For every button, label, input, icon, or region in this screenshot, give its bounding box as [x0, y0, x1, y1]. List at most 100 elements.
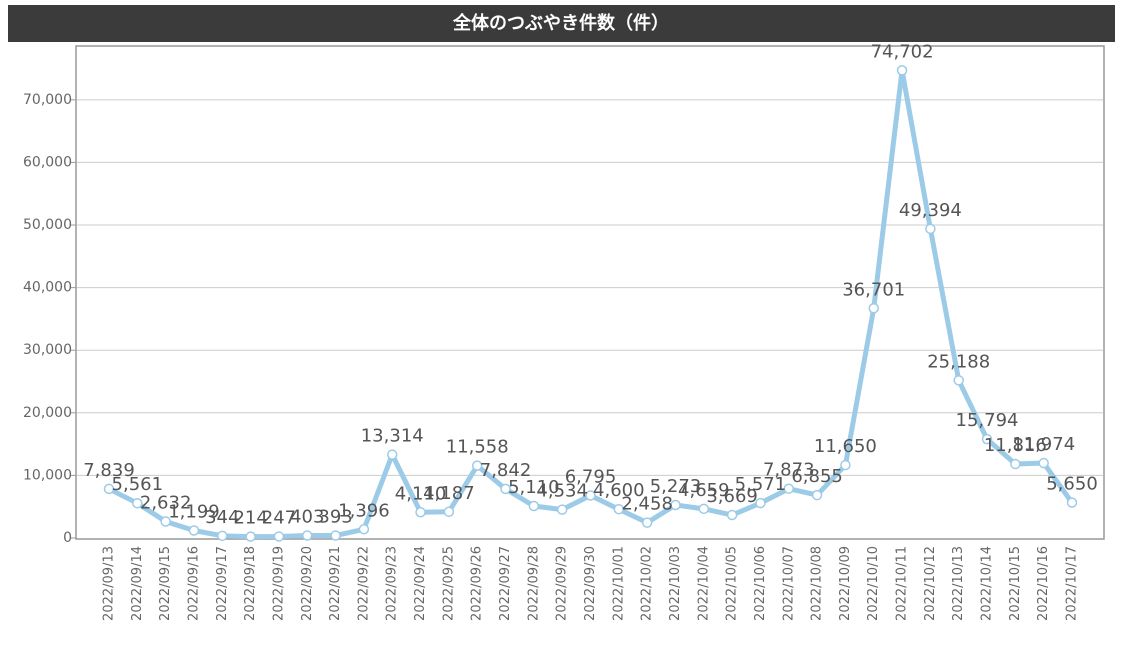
x-tick-label: 2022/10/04	[696, 546, 711, 621]
data-label: 7,873	[763, 460, 815, 481]
data-label: 4,659	[678, 480, 730, 501]
y-tick-label: 50,000	[23, 217, 72, 233]
data-label: 11,558	[446, 437, 509, 458]
point	[953, 375, 964, 386]
x-tick-label: 2022/09/20	[300, 546, 315, 621]
point	[160, 516, 171, 527]
point	[925, 223, 936, 235]
point	[471, 460, 483, 471]
x-tick-label: 2022/09/29	[555, 546, 570, 621]
point	[415, 507, 426, 518]
x-tick-label: 2022/10/13	[951, 546, 966, 621]
data-label: 7,842	[480, 460, 532, 481]
point	[443, 506, 455, 518]
x-tick-label: 2022/10/17	[1065, 546, 1080, 621]
point	[698, 503, 710, 515]
x-tick-label: 2022/09/19	[271, 546, 286, 621]
data-label: 4,600	[593, 480, 645, 501]
x-tick-label: 2022/10/16	[1036, 546, 1051, 621]
x-tick-label: 2022/09/21	[328, 546, 343, 621]
data-label: 1,199	[168, 501, 220, 522]
y-tick-label: 70,000	[23, 92, 72, 108]
point	[302, 530, 313, 541]
x-tick-label: 2022/09/25	[441, 546, 456, 621]
y-tick-label: 10,000	[23, 467, 72, 483]
x-tick-label: 2022/10/12	[923, 546, 938, 621]
point	[896, 65, 908, 76]
point	[330, 530, 341, 541]
title-bar	[8, 5, 1115, 42]
x-tick-label: 2022/10/14	[980, 546, 995, 621]
x-tick-label: 2022/09/15	[158, 546, 173, 621]
data-label: 11,974	[1012, 434, 1075, 455]
x-tick-label: 2022/09/26	[470, 546, 485, 621]
point	[386, 449, 398, 460]
data-label: 3,669	[706, 486, 758, 507]
x-tick-label: 2022/09/23	[385, 546, 400, 621]
x-tick-label: 2022/10/15	[1008, 546, 1023, 621]
data-label: 25,188	[927, 351, 990, 372]
data-label: 6,795	[565, 466, 617, 487]
x-tick-label: 2022/09/13	[102, 546, 117, 621]
point	[811, 489, 823, 501]
x-tick-label: 2022/10/09	[838, 546, 853, 621]
y-tick-label: 30,000	[23, 342, 72, 358]
data-label: 393	[318, 507, 352, 528]
point	[641, 517, 653, 528]
data-label: 1,396	[338, 500, 390, 521]
data-label: 6,855	[791, 466, 843, 487]
data-label: 5,650	[1046, 474, 1098, 495]
data-label: 13,314	[361, 426, 424, 447]
data-label: 4,110	[395, 483, 447, 504]
point	[585, 490, 596, 501]
point	[1066, 497, 1078, 508]
data-label: 2,458	[621, 494, 673, 515]
x-tick-label: 2022/10/10	[866, 546, 881, 621]
x-tick-label: 2022/10/03	[668, 546, 683, 621]
data-label: 4,534	[536, 481, 588, 502]
x-tick-label: 2022/10/02	[640, 546, 655, 621]
point	[500, 483, 511, 495]
x-tick-label: 2022/10/07	[781, 546, 796, 621]
point	[528, 500, 540, 512]
data-label: 4,187	[423, 483, 475, 504]
y-tick-label: 60,000	[23, 154, 72, 170]
x-tick-label: 2022/09/16	[186, 546, 201, 621]
x-tick-label: 2022/09/22	[356, 546, 371, 621]
point	[132, 497, 143, 509]
data-label: 5,561	[112, 474, 164, 495]
point	[556, 504, 568, 515]
data-label: 15,794	[956, 410, 1019, 431]
x-tick-label: 2022/09/14	[130, 546, 145, 621]
data-label: 74,702	[871, 41, 934, 62]
chart-title: 全体のつぶやき件数（件）	[452, 12, 669, 34]
point	[217, 530, 228, 542]
point	[613, 503, 625, 515]
y-tick-label: 40,000	[23, 280, 72, 296]
data-label: 36,701	[842, 279, 905, 300]
point	[1038, 457, 1049, 469]
data-label: 7,839	[83, 460, 135, 481]
x-tick-label: 2022/10/08	[810, 546, 825, 621]
data-label: 11,650	[814, 436, 877, 457]
x-tick-label: 2022/09/27	[498, 546, 513, 621]
data-label: 247	[262, 507, 296, 528]
point	[1010, 458, 1021, 470]
x-tick-label: 2022/09/30	[583, 546, 598, 621]
point	[670, 499, 681, 511]
data-label: 5,571	[735, 474, 787, 495]
x-tick-label: 2022/10/05	[725, 546, 740, 621]
data-label: 49,394	[899, 200, 962, 221]
data-label: 11,816	[984, 435, 1047, 456]
data-label: 5,273	[650, 476, 702, 497]
point	[358, 524, 370, 535]
x-tick-label: 2022/09/28	[526, 546, 541, 621]
x-tick-label: 2022/09/24	[413, 546, 428, 621]
x-tick-label: 2022/10/11	[895, 546, 910, 621]
point	[245, 531, 256, 542]
y-tick-label: 20,000	[23, 405, 72, 421]
data-label: 403	[290, 506, 324, 527]
point	[726, 509, 738, 521]
x-tick-label: 2022/09/18	[243, 546, 258, 621]
